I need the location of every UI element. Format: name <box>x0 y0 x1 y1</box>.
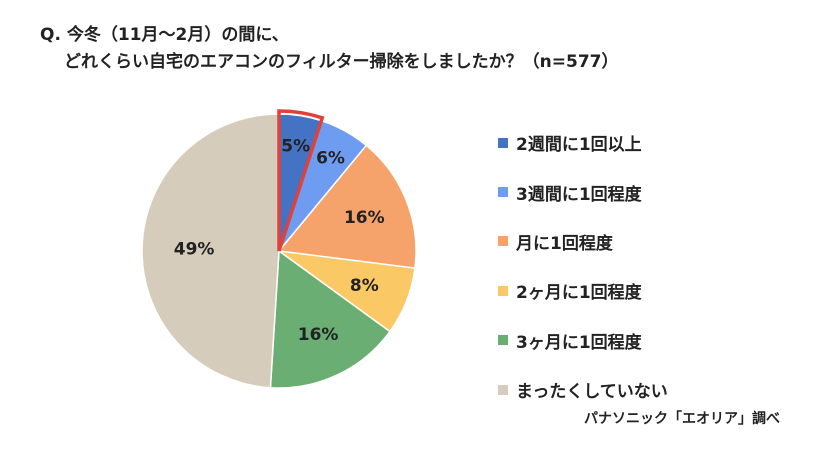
pie-slices <box>141 113 417 389</box>
question-line-2: どれくらい自宅のエアコンのフィルター掃除をしましたか？（n=577） <box>64 52 619 72</box>
legend-swatch <box>498 384 508 395</box>
data-label-4: 8% <box>350 276 379 296</box>
pie-slice-3 <box>277 144 417 270</box>
pie-slice-5 <box>269 249 391 389</box>
data-label-1: 5% <box>281 137 310 157</box>
data-label-3: 16% <box>344 208 385 228</box>
legend-swatch <box>498 236 508 247</box>
chart-legend: 2週間に1回以上 3週間に1回程度 月に1回程度 2ヶ月に1回程度 3ヶ月に1回程度まっ… <box>498 118 668 414</box>
legend-item-1: 2週間に1回以上 <box>498 118 668 167</box>
legend-label: 3ヶ月に1回程度 <box>516 332 642 353</box>
legend-label: 3週間に1回程度 <box>516 184 642 205</box>
legend-item-6: まったくしていない <box>498 365 668 414</box>
question-line-1: Q. 今冬（11月〜2月）の間に、 <box>40 25 289 45</box>
legend-label: 2週間に1回以上 <box>516 135 642 156</box>
highlight-outline <box>277 109 325 252</box>
legend-item-2: 3週間に1回程度 <box>498 167 668 216</box>
legend-label: 月に1回程度 <box>516 233 613 254</box>
data-label-6: 49% <box>174 239 215 259</box>
legend-swatch <box>498 335 508 346</box>
pie-slice-6 <box>141 113 280 389</box>
legend-label: 2ヶ月に1回程度 <box>516 283 642 304</box>
pie-data-labels: 5% 6% 16% 8% 16% 49% <box>174 137 385 346</box>
legend-swatch <box>498 137 508 148</box>
legend-swatch <box>498 285 508 296</box>
question-title: Q. 今冬（11月〜2月）の間に、 どれくらい自宅のエアコンのフィルター掃除をし… <box>40 22 619 76</box>
legend-swatch <box>498 187 508 198</box>
data-label-2: 6% <box>316 148 345 168</box>
legend-label: まったくしていない <box>516 382 668 403</box>
highlight-outline-group <box>277 109 325 252</box>
legend-item-5: 3ヶ月に1回程度 <box>498 316 668 365</box>
legend-item-4: 2ヶ月に1回程度 <box>498 266 668 315</box>
source-note: パナソニック「エオリア」調べ <box>584 411 780 427</box>
legend-item-3: 月に1回程度 <box>498 217 668 266</box>
data-label-5: 16% <box>298 325 339 345</box>
